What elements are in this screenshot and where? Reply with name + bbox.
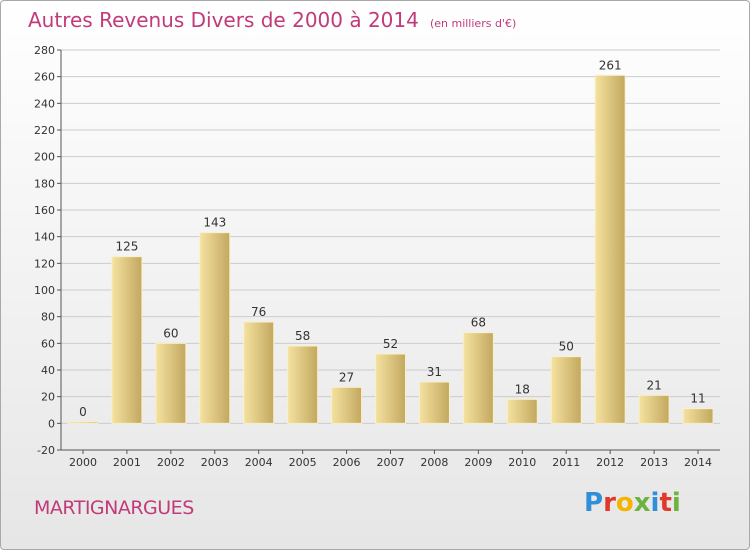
bar-2014 xyxy=(682,408,714,424)
proxiti-logo[interactable]: Proxiti xyxy=(584,488,681,518)
y-tick-label: 80 xyxy=(41,311,55,324)
x-tick-label-2013: 2013 xyxy=(640,456,668,469)
x-tick-label-2008: 2008 xyxy=(420,456,448,469)
data-label-2000: 0 xyxy=(79,405,87,419)
x-tick-label-2014: 2014 xyxy=(684,456,712,469)
data-label-2005: 58 xyxy=(295,329,310,343)
data-label-2003: 143 xyxy=(203,216,226,230)
y-tick-label: 140 xyxy=(34,231,55,244)
data-label-2014: 11 xyxy=(690,392,705,406)
y-tick-label: 100 xyxy=(34,284,55,297)
y-tick-label: 160 xyxy=(34,204,55,217)
x-tick-label-2007: 2007 xyxy=(377,456,405,469)
x-tick-label-2012: 2012 xyxy=(596,456,624,469)
logo-letter: x xyxy=(633,488,651,518)
x-tick-label-2000: 2000 xyxy=(69,456,97,469)
bar-2001 xyxy=(111,256,143,424)
y-tick-label: 260 xyxy=(34,71,55,84)
x-axis-ticks: 2000 2001 2002 2003 2004 2005 2006 2007 2008 2009… xyxy=(69,450,712,469)
y-axis-ticks: -20 0 20 40 60 80 100 120 140 160 180 200 220 240 260 2… xyxy=(34,44,61,457)
bar-2011 xyxy=(550,356,582,424)
bar-2003 xyxy=(199,232,231,424)
x-tick-label-2009: 2009 xyxy=(464,456,492,469)
logo-letter: P xyxy=(584,488,604,518)
axes xyxy=(60,50,720,451)
data-label-2009: 68 xyxy=(471,316,486,330)
bar-2002 xyxy=(155,342,187,424)
x-tick-label-2002: 2002 xyxy=(157,456,185,469)
y-tick-label: 40 xyxy=(41,364,55,377)
logo-letter: i xyxy=(650,488,660,518)
bar-2012 xyxy=(594,74,626,424)
y-tick-label: 60 xyxy=(41,337,55,350)
y-tick-label: -20 xyxy=(37,444,55,457)
logo-letter: o xyxy=(615,488,634,518)
y-tick-label: 20 xyxy=(41,391,55,404)
data-label-2012: 261 xyxy=(599,58,622,72)
y-tick-label: 280 xyxy=(34,44,55,57)
data-label-2013: 21 xyxy=(646,378,661,392)
data-labels: 0 125 60 143 76 58 27 52 31 68 18 50 261 21 11 xyxy=(79,58,706,419)
x-tick-label-2006: 2006 xyxy=(333,456,361,469)
y-tick-label: 0 xyxy=(48,417,55,430)
data-label-2001: 125 xyxy=(115,240,138,254)
x-tick-label-2001: 2001 xyxy=(113,456,141,469)
bar-2006 xyxy=(331,386,363,424)
x-tick-label-2004: 2004 xyxy=(245,456,273,469)
bar-2010 xyxy=(506,398,538,424)
y-tick-label: 120 xyxy=(34,257,55,270)
data-label-2011: 50 xyxy=(559,340,574,354)
x-tick-label-2003: 2003 xyxy=(201,456,229,469)
x-tick-label-2005: 2005 xyxy=(289,456,317,469)
logo-letter: t xyxy=(659,488,672,518)
commune-name: MARTIGNARGUES xyxy=(34,497,194,519)
bar-2005 xyxy=(287,345,319,424)
bar-2008 xyxy=(418,381,450,424)
x-tick-label-2010: 2010 xyxy=(508,456,536,469)
x-tick-label-2011: 2011 xyxy=(552,456,580,469)
data-label-2008: 31 xyxy=(427,365,442,379)
data-label-2004: 76 xyxy=(251,305,266,319)
y-tick-label: 220 xyxy=(34,124,55,137)
data-label-2002: 60 xyxy=(163,326,178,340)
bar-2004 xyxy=(243,321,275,424)
bar-2013 xyxy=(638,394,670,424)
data-label-2007: 52 xyxy=(383,337,398,351)
bar-2007 xyxy=(375,353,406,424)
chart-title: Autres Revenus Divers de 2000 à 2014 xyxy=(28,8,419,32)
bars xyxy=(67,74,714,424)
data-label-2006: 27 xyxy=(339,370,354,384)
bar-2000 xyxy=(67,421,99,424)
logo-letter: i xyxy=(671,488,681,518)
bar-2009 xyxy=(462,332,494,424)
chart-unit: (en milliers d'€) xyxy=(429,17,517,30)
y-tick-label: 200 xyxy=(34,151,55,164)
chart-title-block: Autres Revenus Divers de 2000 à 2014 (en… xyxy=(28,8,516,32)
logo-letter: r xyxy=(603,488,616,518)
y-tick-label: 240 xyxy=(34,97,55,110)
y-tick-label: 180 xyxy=(34,177,55,190)
data-label-2010: 18 xyxy=(515,382,530,396)
